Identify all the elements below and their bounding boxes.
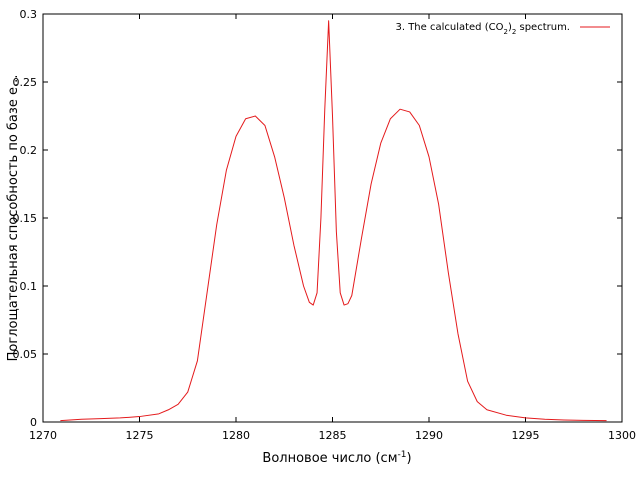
x-tick-label: 1295: [512, 429, 540, 442]
x-tick-label: 1270: [29, 429, 57, 442]
x-tick-label: 1275: [126, 429, 154, 442]
y-tick-label: 0.1: [20, 280, 38, 293]
plot-area: [42, 13, 623, 423]
y-tick-label: 0.2: [20, 144, 38, 157]
x-tick-label: 1300: [608, 429, 636, 442]
legend: 3. The calculated (CO2)2 spectrum.: [395, 22, 610, 36]
x-axis-title: Волновое число (см-1): [262, 450, 411, 466]
y-tick-label: 0.15: [13, 212, 38, 225]
legend-label: 3. The calculated (CO2)2 spectrum.: [395, 22, 570, 36]
x-axis: 1270 1275 1280 1285 1290 1295 1300: [29, 14, 636, 442]
x-tick-label: 1290: [415, 429, 443, 442]
y-tick-label: 0: [30, 416, 37, 429]
series-layer: [60, 20, 607, 422]
x-tick-label: 1280: [222, 429, 250, 442]
x-tick-label: 1285: [319, 429, 347, 442]
y-tick-label: 0.3: [20, 8, 38, 21]
y-axis-title: Поглощательная способность по базе е...: [6, 75, 21, 362]
spectrum-line: [60, 20, 607, 422]
y-tick-label: 0.05: [13, 348, 38, 361]
y-tick-label: 0.25: [13, 76, 38, 89]
y-axis: 0 0.05 0.1 0.15 0.2 0.25 0.3: [13, 8, 622, 429]
